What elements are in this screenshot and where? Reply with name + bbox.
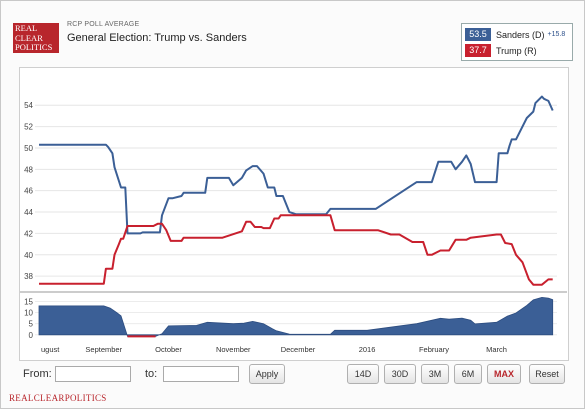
range-controls: From: to: Apply 14D 30D 3M 6M MAX Reset [19, 363, 567, 387]
to-date-input[interactable] [163, 366, 239, 382]
legend-name-sanders: Sanders (D) [496, 29, 545, 40]
x-tick-label: March [486, 345, 507, 354]
apply-button[interactable]: Apply [249, 364, 285, 384]
y-tick-label: 42 [24, 229, 33, 238]
chart-kicker: RCP POLL AVERAGE [67, 21, 140, 28]
from-date-input[interactable] [55, 366, 131, 382]
logo-line-1: REAL [15, 23, 38, 33]
x-tick-label: 2016 [359, 345, 376, 354]
legend-item-sanders[interactable]: 53.5 Sanders (D) +15.8 [465, 28, 565, 41]
legend-item-trump[interactable]: 37.7 Trump (R) [465, 44, 537, 57]
navigator-spread-area [38, 296, 554, 337]
x-tick-label: February [419, 345, 449, 354]
logo-line-2: CLEAR [15, 32, 43, 43]
from-label: From: [23, 368, 52, 380]
chart-title: General Election: Trump vs. Sanders [67, 32, 247, 44]
legend-name-trump: Trump (R) [496, 45, 537, 56]
x-tick-label: October [155, 345, 182, 354]
footer-brand: REALCLEARPOLITICS [9, 393, 107, 403]
realclearpolitics-logo: REAL CLEAR POLITICS [13, 23, 59, 53]
range-3m-button[interactable]: 3M [421, 364, 449, 384]
series-line-trump [39, 214, 553, 286]
y-tick-label: 54 [24, 101, 33, 110]
navigator-y-tick-label: 15 [24, 297, 33, 306]
to-label: to: [145, 368, 158, 380]
x-tick-label: November [216, 345, 251, 354]
reset-button[interactable]: Reset [529, 364, 565, 384]
y-tick-label: 48 [24, 165, 33, 174]
y-tick-label: 40 [24, 251, 33, 260]
y-tick-label: 46 [24, 187, 33, 196]
legend-value-sanders: 53.5 [465, 28, 491, 41]
x-tick-label: September [85, 345, 122, 354]
x-tick-label: December [281, 345, 316, 354]
y-tick-label: 38 [24, 272, 33, 281]
series-line-sanders [39, 95, 554, 235]
y-tick-label: 52 [24, 123, 33, 132]
range-max-button[interactable]: MAX [487, 364, 521, 384]
range-6m-button[interactable]: 6M [454, 364, 482, 384]
legend: 53.5 Sanders (D) +15.8 37.7 Trump (R) [461, 23, 573, 61]
y-tick-label: 50 [24, 144, 33, 153]
y-tick-label: 44 [24, 208, 33, 217]
logo-line-3: POLITICS [15, 42, 53, 52]
x-tick-label: ugust [41, 345, 60, 354]
range-30d-button[interactable]: 30D [384, 364, 416, 384]
range-14d-button[interactable]: 14D [347, 364, 379, 384]
legend-value-trump: 37.7 [465, 44, 491, 57]
legend-spread: +15.8 [547, 31, 566, 38]
navigator-y-tick-label: 5 [29, 320, 34, 329]
navigator-y-tick-label: 0 [29, 331, 34, 340]
navigator-y-tick-label: 10 [24, 309, 33, 318]
